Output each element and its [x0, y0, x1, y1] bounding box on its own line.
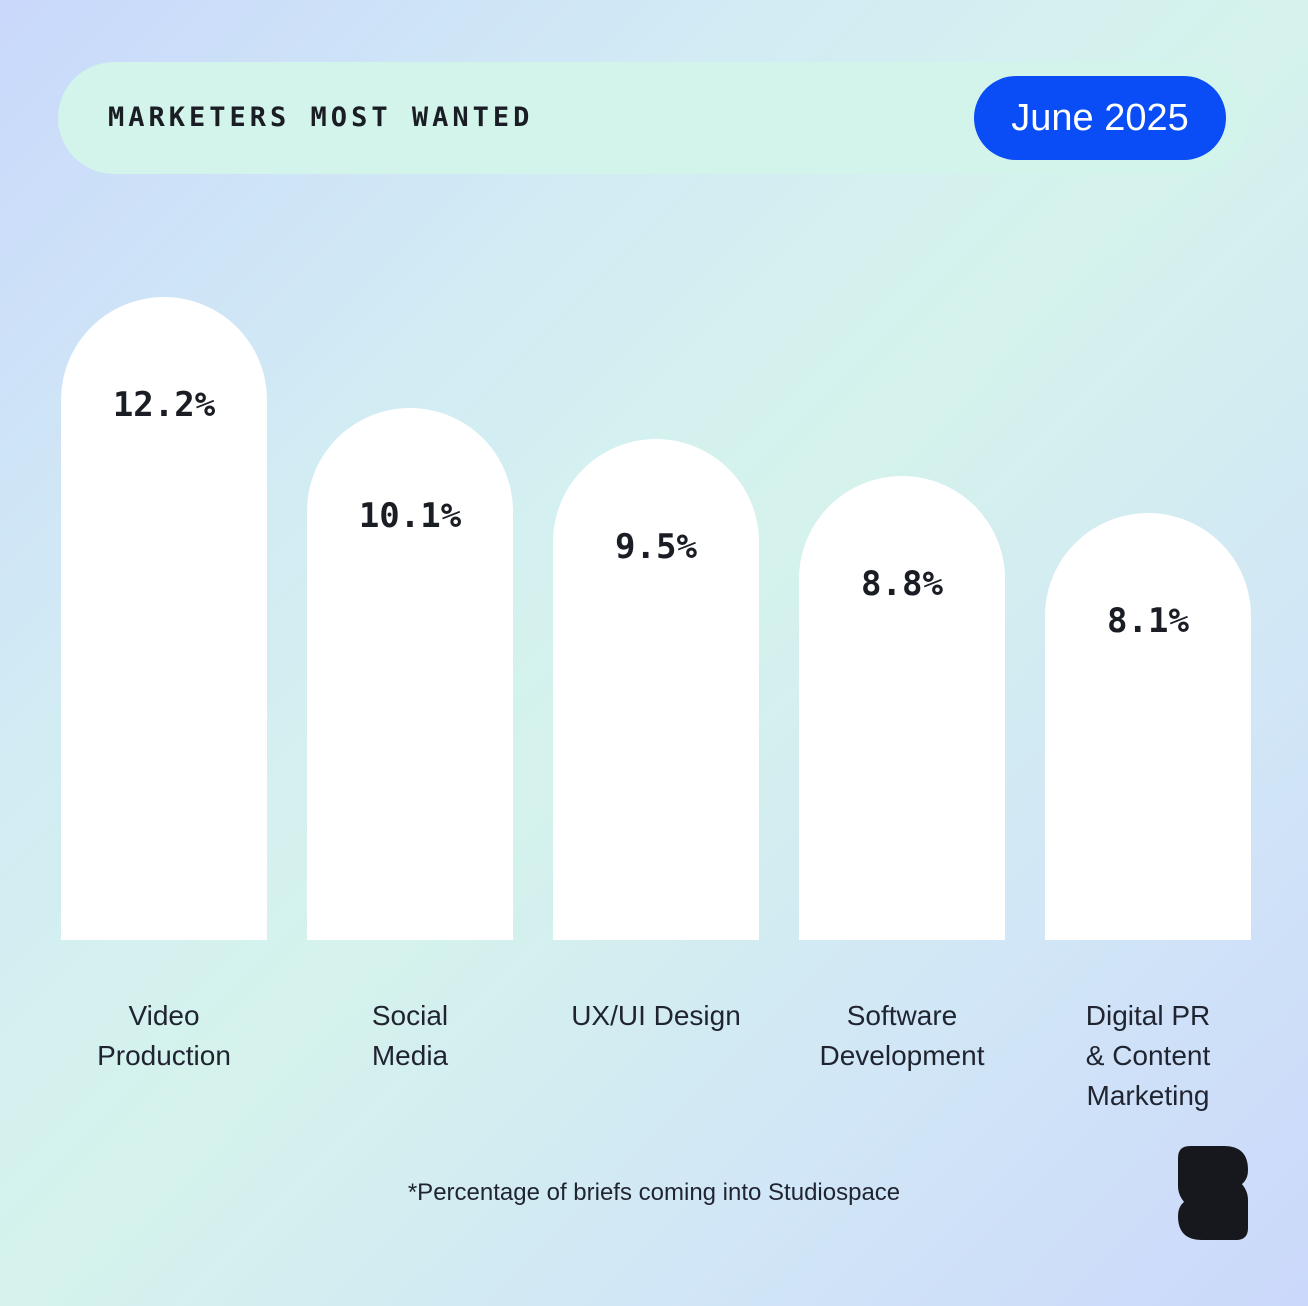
bar-value-label: 10.1% — [358, 495, 462, 536]
bar-value-label: 8.8% — [861, 564, 943, 605]
category-label: Social Media — [371, 1000, 449, 1071]
bar — [1045, 513, 1251, 940]
bar — [61, 297, 267, 940]
category-label: Digital PR & Content Marketing — [1085, 1000, 1211, 1111]
bar — [307, 407, 513, 940]
page-title: MARKETERS MOST WANTED — [108, 102, 534, 133]
category-label: Video Production — [97, 1000, 231, 1071]
bar-value-label: 12.2% — [112, 385, 216, 426]
bar — [553, 439, 759, 940]
date-badge: June 2025 — [974, 76, 1226, 160]
category-label: UX/UI Design — [571, 1000, 741, 1031]
studiospace-logo-icon — [1178, 1146, 1248, 1240]
category-label: Software Development — [819, 1000, 985, 1071]
footnote: *Percentage of briefs coming into Studio… — [407, 1179, 901, 1206]
bar-value-label: 9.5% — [615, 527, 697, 568]
bar-value-label: 8.1% — [1107, 601, 1189, 642]
bar — [799, 476, 1005, 940]
